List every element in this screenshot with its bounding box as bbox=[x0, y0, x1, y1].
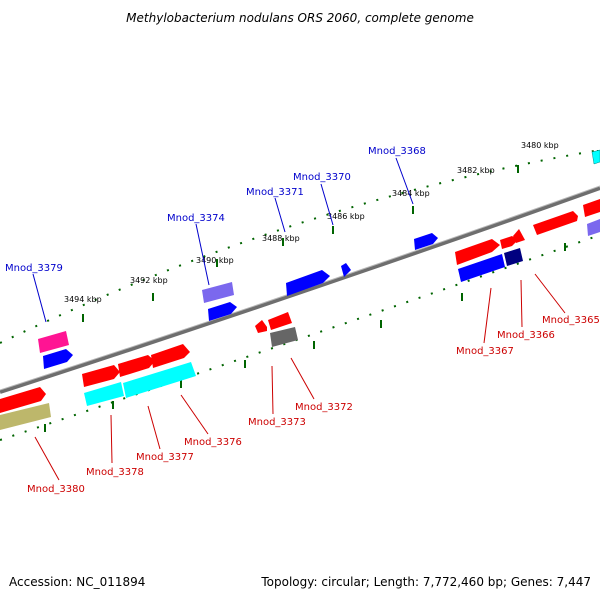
gene-mnod-3367[interactable] bbox=[455, 239, 500, 265]
label-mnod-3370: Mnod_3370 bbox=[293, 172, 351, 183]
genes-bottom-strand bbox=[0, 199, 600, 430]
gene-mnod-3371[interactable] bbox=[286, 270, 330, 296]
tick-label-3480: 3480 kbp bbox=[521, 141, 559, 150]
label-mnod-3367: Mnod_3367 bbox=[456, 346, 514, 357]
gene-red-3377a[interactable] bbox=[118, 355, 155, 377]
accession-text: Accession: NC_011894 bbox=[9, 575, 145, 589]
gene-mnod-3370[interactable] bbox=[341, 263, 351, 277]
tick-label-3494: 3494 kbp bbox=[64, 295, 102, 304]
gene-mnod-3379[interactable] bbox=[38, 331, 69, 353]
label-mnod-3380: Mnod_3380 bbox=[27, 484, 85, 495]
label-mnod-3365: Mnod_3365 bbox=[542, 315, 600, 326]
gene-red-3378a[interactable] bbox=[82, 365, 120, 387]
gene-mnod-3376[interactable] bbox=[123, 362, 196, 398]
gene-mnod-3372[interactable] bbox=[270, 327, 298, 347]
tick-label-3484: 3484 kbp bbox=[392, 189, 430, 198]
genome-backbone bbox=[0, 186, 600, 394]
label-mnod-3366: Mnod_3366 bbox=[497, 330, 555, 341]
topology-text: Topology: circular; Length: 7,772,460 bp… bbox=[260, 575, 591, 589]
gene-mnod-3373[interactable] bbox=[255, 320, 267, 333]
label-mnod-3371: Mnod_3371 bbox=[246, 187, 304, 198]
gene-purple-right[interactable] bbox=[587, 219, 600, 236]
gene-blue-near-3379[interactable] bbox=[43, 349, 73, 369]
gene-red-right-a[interactable] bbox=[583, 199, 600, 217]
map-title: Methylobacterium nodulans ORS 2060, comp… bbox=[126, 11, 474, 25]
gene-red-3372a[interactable] bbox=[268, 312, 292, 330]
ruler-outer bbox=[0, 149, 600, 344]
gene-blue-near-3374[interactable] bbox=[208, 302, 237, 321]
gene-mnod-3378[interactable] bbox=[84, 382, 124, 406]
label-mnod-3368: Mnod_3368 bbox=[368, 146, 426, 157]
tick-label-3486: 3486 kbp bbox=[327, 212, 365, 221]
gene-cyan-top-right[interactable] bbox=[591, 149, 600, 165]
gene-mnod-3380[interactable] bbox=[0, 403, 51, 430]
leader-lines-bottom bbox=[34, 273, 566, 481]
gene-blue-3367[interactable] bbox=[458, 254, 505, 282]
gene-red-small-3366b[interactable] bbox=[513, 229, 525, 243]
leader-lines-top bbox=[32, 157, 414, 323]
tick-label-3488: 3488 kbp bbox=[262, 234, 300, 243]
label-mnod-3374: Mnod_3374 bbox=[167, 213, 225, 224]
ticks-inner bbox=[44, 243, 566, 432]
label-mnod-3372: Mnod_3372 bbox=[295, 402, 353, 413]
label-mnod-3377: Mnod_3377 bbox=[136, 452, 194, 463]
genes-top-strand bbox=[38, 149, 600, 369]
gene-mnod-3366[interactable] bbox=[504, 248, 523, 266]
gene-mnod-3365[interactable] bbox=[533, 211, 578, 235]
label-mnod-3373: Mnod_3373 bbox=[248, 417, 306, 428]
gene-mnod-3374[interactable] bbox=[202, 282, 234, 303]
label-mnod-3376: Mnod_3376 bbox=[184, 437, 242, 448]
label-mnod-3379: Mnod_3379 bbox=[5, 263, 63, 274]
gene-mnod-3368[interactable] bbox=[414, 233, 438, 250]
tick-label-3492: 3492 kbp bbox=[130, 276, 168, 285]
gene-red-3376a[interactable] bbox=[151, 344, 190, 368]
gene-red-small-3366a[interactable] bbox=[500, 236, 518, 249]
tick-label-3482: 3482 kbp bbox=[457, 166, 495, 175]
label-mnod-3378: Mnod_3378 bbox=[86, 467, 144, 478]
tick-label-3490: 3490 kbp bbox=[196, 256, 234, 265]
gene-red-far-left[interactable] bbox=[0, 387, 46, 413]
